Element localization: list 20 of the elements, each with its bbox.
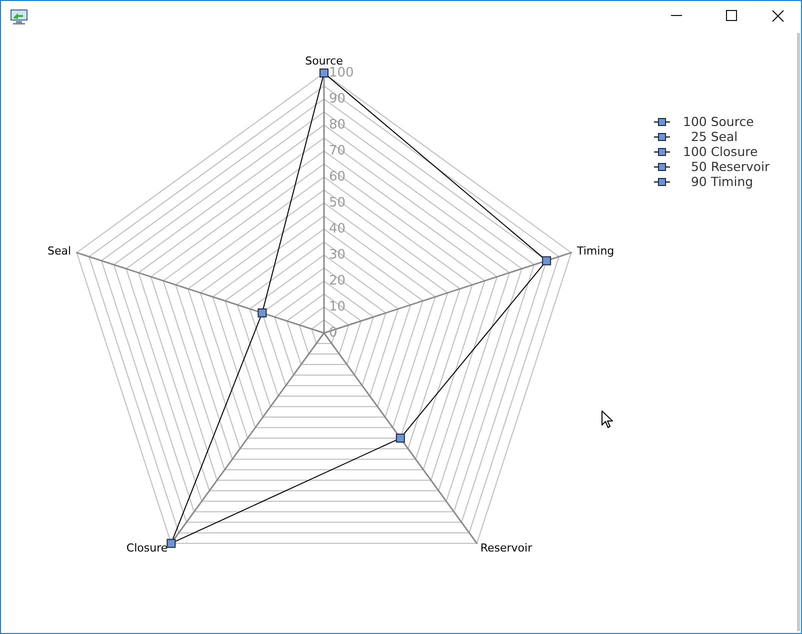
spoke-label: Seal [47, 244, 72, 258]
text: 50 Reservoir [690, 159, 770, 174]
y-tick-label: 10 [329, 300, 346, 314]
spoke-label: Closure [126, 542, 168, 555]
spoke-label: Reservoir [480, 542, 533, 555]
y-tick-label: 20 [329, 274, 346, 288]
y-tick-label: 40 [329, 222, 346, 236]
y-tick-label: 50 [329, 196, 346, 210]
text: 100 Source [683, 114, 754, 129]
text: 100 Closure [683, 144, 758, 159]
text: 25 Seal [690, 129, 738, 144]
y-tick-label: 100 [329, 66, 354, 80]
y-tick-label: 80 [329, 118, 346, 132]
y-tick-label: 90 [329, 92, 346, 106]
y-tick-label: 30 [329, 248, 346, 262]
text: 90 Timing [690, 174, 754, 189]
spoke-label: Source [305, 54, 344, 68]
spoke-label: Timing [576, 244, 614, 258]
y-tick-label: 60 [329, 170, 346, 184]
y-tick-label: 70 [329, 144, 346, 158]
